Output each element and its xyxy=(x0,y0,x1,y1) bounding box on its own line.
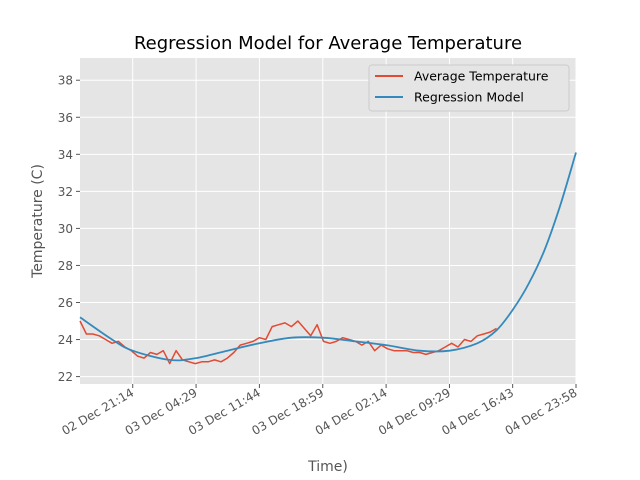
legend: Average Temperature Regression Model xyxy=(368,64,570,112)
y-tick-label: 36 xyxy=(58,111,73,125)
y-axis-ticks: 22 24 26 28 30 32 34 36 38 xyxy=(58,74,80,384)
y-tick-label: 30 xyxy=(58,222,73,236)
y-tick-label: 28 xyxy=(58,259,73,273)
legend-label-average-temperature: Average Temperature xyxy=(414,69,549,84)
grid xyxy=(80,58,577,384)
legend-label-regression-model: Regression Model xyxy=(414,90,524,105)
chart-title: Regression Model for Average Temperature xyxy=(134,33,522,54)
series-average-temperature xyxy=(79,320,497,365)
x-tick-label: 04 Dec 23:58 xyxy=(503,385,580,437)
y-tick-label: 22 xyxy=(58,370,73,384)
series-layer xyxy=(79,152,577,365)
series-regression-model xyxy=(79,152,577,362)
y-tick-label: 24 xyxy=(58,333,73,347)
y-tick-label: 38 xyxy=(58,74,73,88)
y-axis-label: Temperature (C) xyxy=(30,164,46,279)
legend-box xyxy=(368,64,570,112)
y-tick-label: 34 xyxy=(58,148,73,162)
y-tick-label: 32 xyxy=(58,185,73,199)
y-tick-label: 26 xyxy=(58,296,73,310)
x-axis-label: Time) xyxy=(307,459,348,475)
